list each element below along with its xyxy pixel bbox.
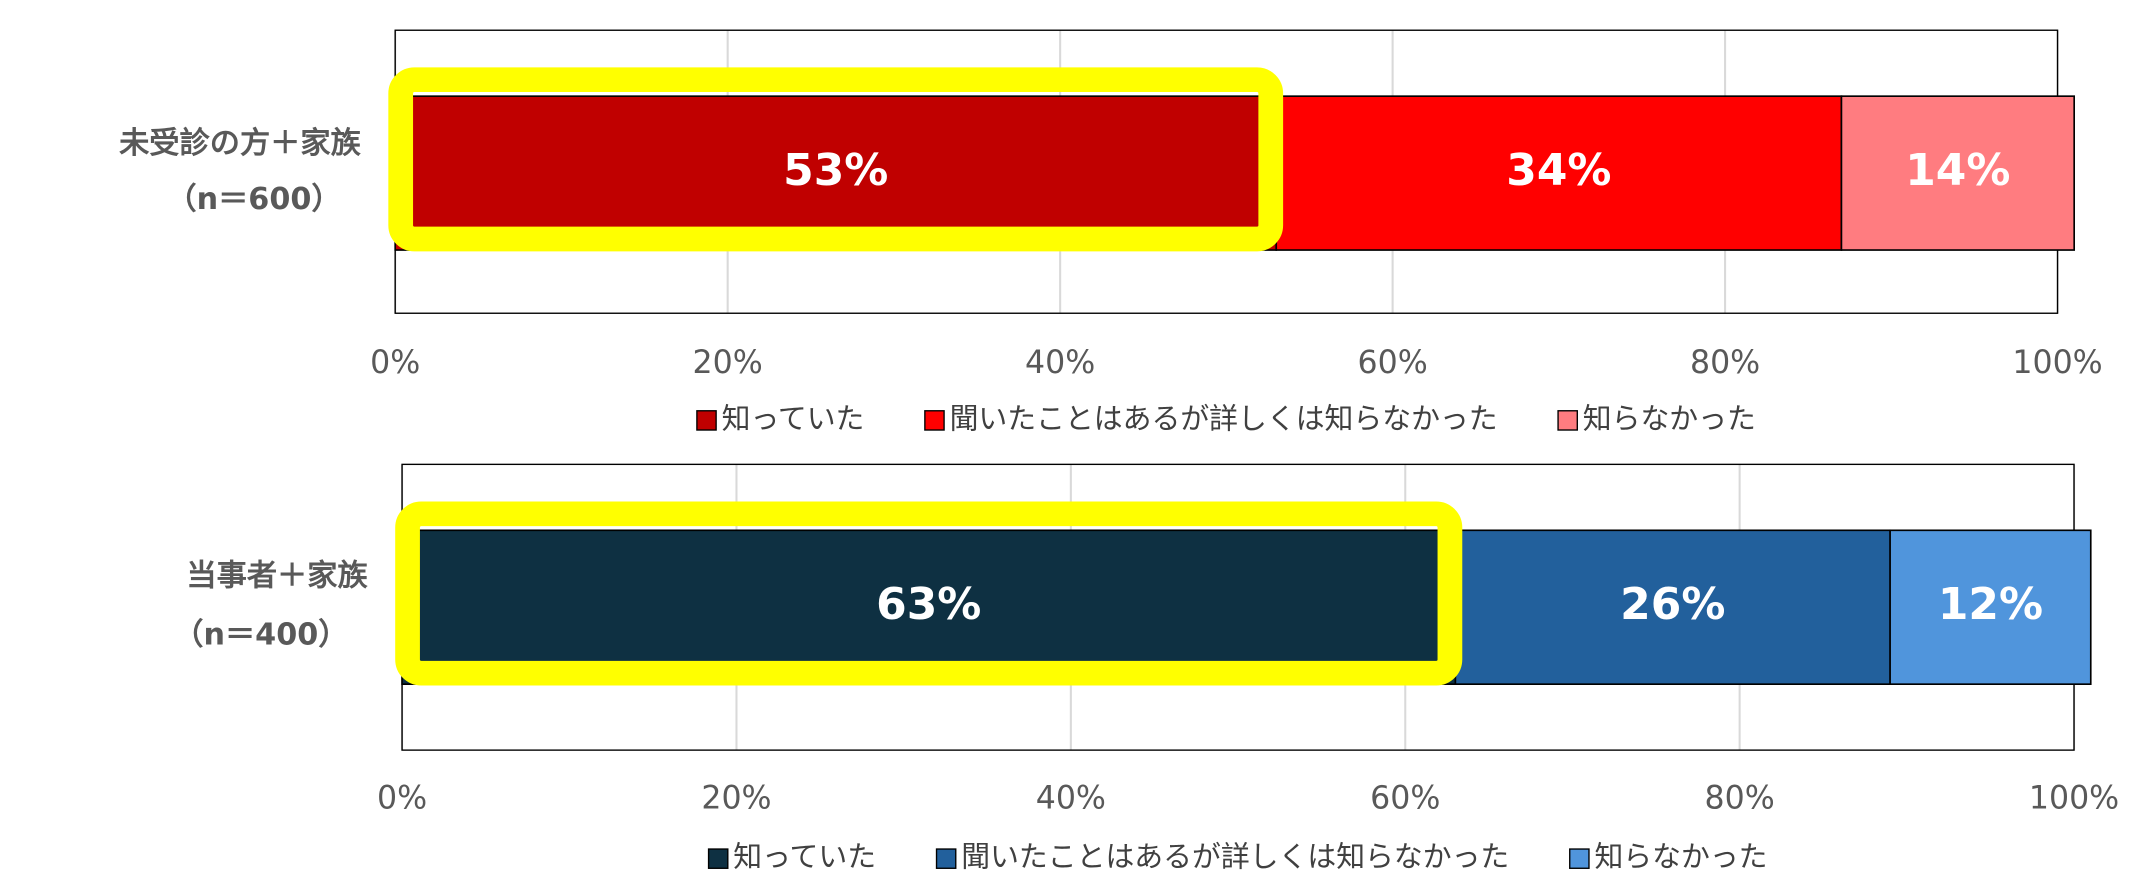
data-label: 12% [1938, 579, 2043, 630]
legend-swatch [1569, 848, 1590, 869]
category-label: （n＝400） [173, 618, 348, 653]
category-label: （n＝600） [166, 182, 341, 217]
bar-segment [1275, 95, 1843, 251]
x-tick-label: 80% [1705, 781, 1775, 817]
legend-label: 知らなかった [1583, 401, 1756, 435]
legend-swatch [696, 410, 717, 431]
x-tick-label: 0% [377, 781, 427, 817]
data-label: 63% [876, 579, 981, 630]
category-label: 未受診の方＋家族 [119, 125, 362, 161]
x-tick-label: 60% [1370, 781, 1440, 817]
legend-label: 聞いたことはあるが詳しくは知らなかった [950, 401, 1498, 435]
legend-swatch [924, 410, 945, 431]
bar-segment [1840, 95, 2076, 251]
x-tick-label: 40% [1025, 345, 1095, 381]
legend-swatch [1557, 410, 1578, 431]
data-label: 53% [783, 145, 888, 196]
highlight-box [395, 501, 1463, 686]
bar-segment [401, 529, 1457, 685]
x-tick-label: 100% [2029, 781, 2119, 817]
bar-segment [1454, 529, 1891, 685]
bar-segment [1889, 529, 2092, 685]
highlight-box [388, 67, 1284, 252]
legend-swatch [935, 848, 957, 869]
data-label: 34% [1506, 145, 1611, 196]
x-tick-label: 100% [2012, 345, 2102, 381]
data-label: 14% [1905, 145, 2010, 196]
legend-label: 聞いたことはあるが詳しくは知らなかった [961, 840, 1509, 874]
legend-label: 知っていた [722, 401, 865, 435]
x-tick-label: 20% [701, 781, 771, 817]
category-label: 当事者＋家族 [186, 559, 368, 594]
x-tick-label: 40% [1036, 781, 1106, 817]
x-tick-label: 80% [1690, 345, 1760, 381]
legend-label: 知らなかった [1594, 840, 1767, 874]
x-tick-label: 60% [1358, 345, 1428, 381]
data-label: 26% [1620, 579, 1725, 630]
legend-label: 知っていた [733, 840, 876, 874]
x-tick-label: 20% [693, 345, 763, 381]
legend-swatch [707, 848, 729, 869]
x-tick-label: 0% [370, 345, 420, 381]
bar-segment [394, 95, 1278, 251]
